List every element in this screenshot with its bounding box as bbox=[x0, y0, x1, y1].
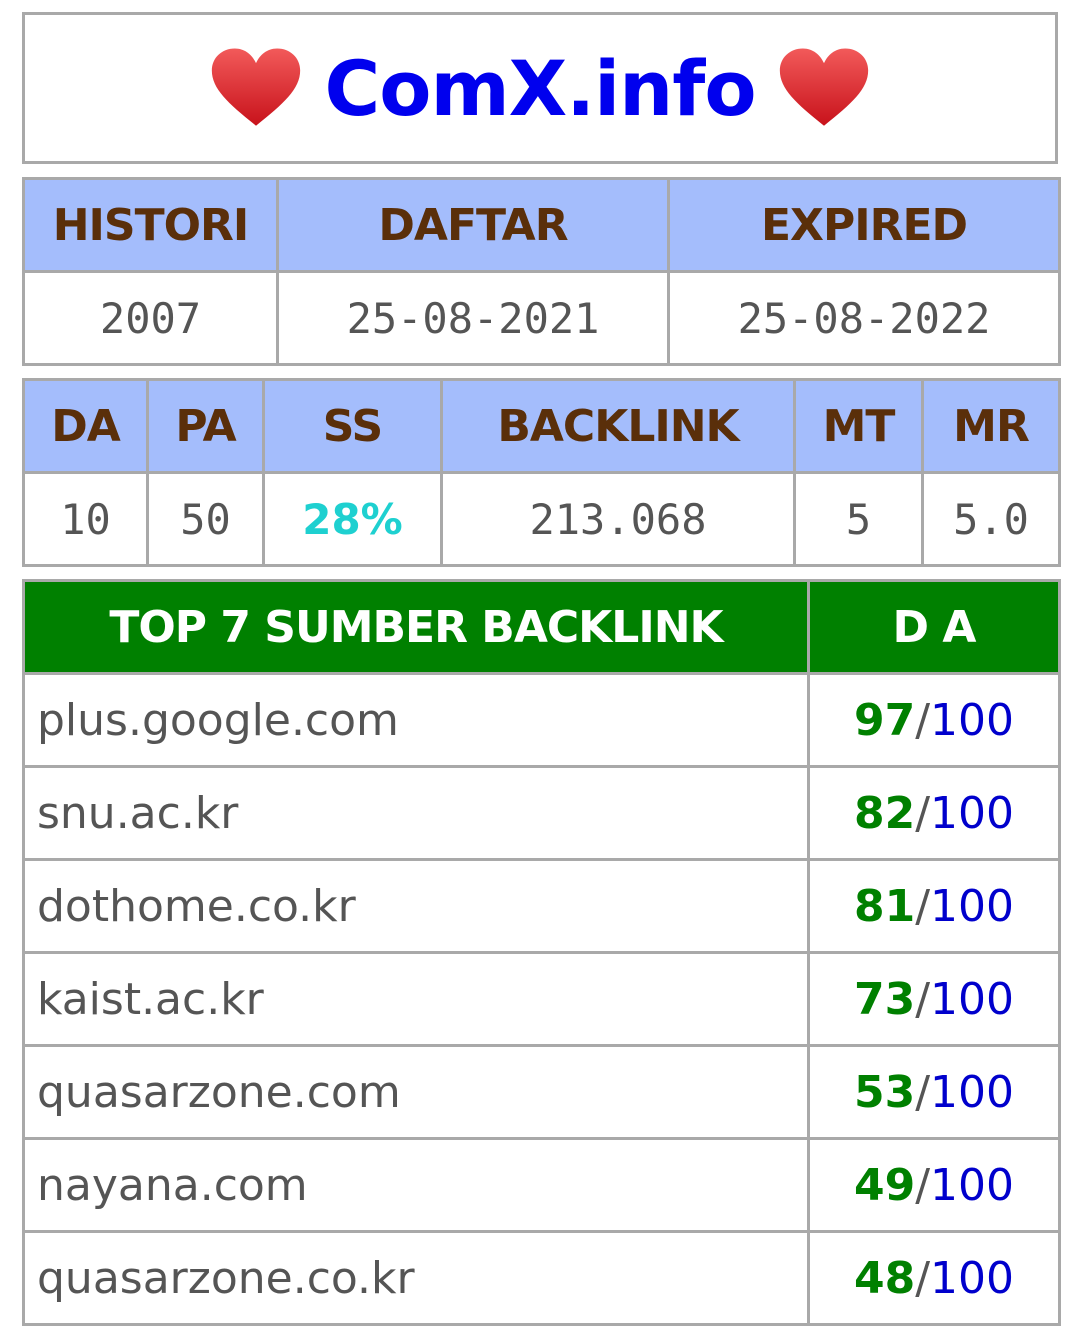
header-ss: SS bbox=[262, 378, 443, 474]
info-value-row: 2007 25-08-2021 25-08-2022 bbox=[22, 270, 1061, 366]
metrics-table: DA PA SS BACKLINK MT MR 10 50 28% 213.06… bbox=[22, 378, 1061, 567]
da-max: 100 bbox=[930, 1066, 1015, 1118]
da-max: 100 bbox=[930, 694, 1015, 746]
value-da: 10 bbox=[22, 471, 149, 567]
value-backlink: 213.068 bbox=[440, 471, 796, 567]
da-max: 100 bbox=[930, 880, 1015, 932]
table-row: snu.ac.kr 82/100 bbox=[22, 765, 1061, 861]
backlink-da-score: 82/100 bbox=[807, 765, 1061, 861]
backlink-da-score: 49/100 bbox=[807, 1137, 1061, 1233]
value-daftar: 25-08-2021 bbox=[276, 270, 670, 366]
da-max: 100 bbox=[930, 1159, 1015, 1211]
header-backlink: BACKLINK bbox=[440, 378, 796, 474]
table-row: dothome.co.kr 81/100 bbox=[22, 858, 1061, 954]
domain-info-table: HISTORI DAFTAR EXPIRED 2007 25-08-2021 2… bbox=[22, 177, 1061, 366]
backlink-da-score: 53/100 bbox=[807, 1044, 1061, 1140]
red-heart-icon bbox=[212, 48, 301, 126]
value-pa: 50 bbox=[146, 471, 265, 567]
da-separator: / bbox=[915, 787, 931, 839]
red-heart-icon bbox=[779, 48, 868, 126]
value-mr: 5.0 bbox=[921, 471, 1061, 567]
backlink-domain[interactable]: quasarzone.com bbox=[22, 1044, 810, 1140]
site-title-box: ComX.info bbox=[22, 12, 1058, 164]
info-header-row: HISTORI DAFTAR EXPIRED bbox=[22, 177, 1061, 273]
da-value: 81 bbox=[853, 880, 916, 932]
backlink-domain[interactable]: kaist.ac.kr bbox=[22, 951, 810, 1047]
da-value: 53 bbox=[853, 1066, 916, 1118]
backlink-domain[interactable]: quasarzone.co.kr bbox=[22, 1230, 810, 1326]
header-top-sources: TOP 7 SUMBER BACKLINK bbox=[22, 579, 810, 675]
table-row: plus.google.com 97/100 bbox=[22, 672, 1061, 768]
site-title[interactable]: ComX.info bbox=[324, 43, 756, 133]
da-separator: / bbox=[915, 1066, 931, 1118]
backlink-domain[interactable]: plus.google.com bbox=[22, 672, 810, 768]
da-separator: / bbox=[915, 973, 931, 1025]
header-pa: PA bbox=[146, 378, 265, 474]
da-value: 73 bbox=[853, 973, 916, 1025]
metrics-value-row: 10 50 28% 213.068 5 5.0 bbox=[22, 471, 1061, 567]
value-mt: 5 bbox=[793, 471, 924, 567]
table-row: quasarzone.com 53/100 bbox=[22, 1044, 1061, 1140]
table-row: nayana.com 49/100 bbox=[22, 1137, 1061, 1233]
backlink-domain[interactable]: snu.ac.kr bbox=[22, 765, 810, 861]
backlink-domain[interactable]: dothome.co.kr bbox=[22, 858, 810, 954]
da-max: 100 bbox=[930, 1252, 1015, 1304]
backlink-da-score: 73/100 bbox=[807, 951, 1061, 1047]
value-ss: 28% bbox=[262, 471, 443, 567]
da-max: 100 bbox=[930, 787, 1015, 839]
header-daftar: DAFTAR bbox=[276, 177, 670, 273]
header-histori: HISTORI bbox=[22, 177, 279, 273]
header-da-score: D A bbox=[807, 579, 1061, 675]
da-max: 100 bbox=[930, 973, 1015, 1025]
backlink-domain[interactable]: nayana.com bbox=[22, 1137, 810, 1233]
da-separator: / bbox=[915, 880, 931, 932]
header-mr: MR bbox=[921, 378, 1061, 474]
da-value: 82 bbox=[853, 787, 916, 839]
da-value: 49 bbox=[853, 1159, 916, 1211]
value-expired: 25-08-2022 bbox=[667, 270, 1061, 366]
da-separator: / bbox=[915, 694, 931, 746]
header-da: DA bbox=[22, 378, 149, 474]
backlinks-header-row: TOP 7 SUMBER BACKLINK D A bbox=[22, 579, 1061, 675]
da-separator: / bbox=[915, 1252, 931, 1304]
da-value: 97 bbox=[853, 694, 916, 746]
da-value: 48 bbox=[853, 1252, 916, 1304]
backlink-da-score: 48/100 bbox=[807, 1230, 1061, 1326]
backlink-da-score: 81/100 bbox=[807, 858, 1061, 954]
value-histori: 2007 bbox=[22, 270, 279, 366]
header-mt: MT bbox=[793, 378, 924, 474]
backlink-da-score: 97/100 bbox=[807, 672, 1061, 768]
da-separator: / bbox=[915, 1159, 931, 1211]
metrics-header-row: DA PA SS BACKLINK MT MR bbox=[22, 378, 1061, 474]
top-backlinks-table: TOP 7 SUMBER BACKLINK D A plus.google.co… bbox=[22, 579, 1061, 1326]
table-row: quasarzone.co.kr 48/100 bbox=[22, 1230, 1061, 1326]
table-row: kaist.ac.kr 73/100 bbox=[22, 951, 1061, 1047]
header-expired: EXPIRED bbox=[667, 177, 1061, 273]
